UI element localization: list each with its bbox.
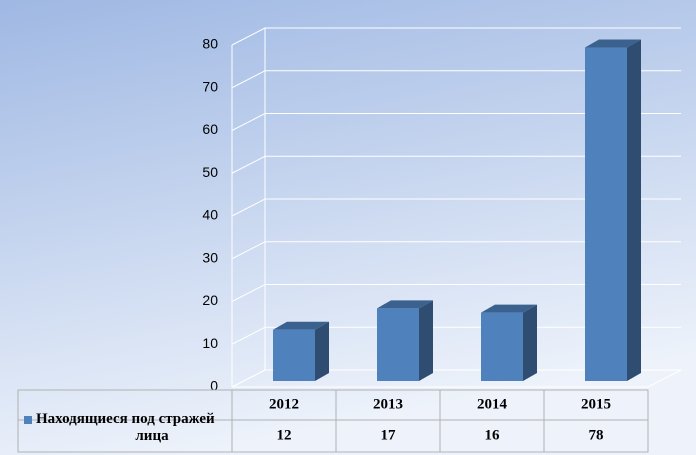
grid-line <box>231 155 681 174</box>
table-value: 12 <box>277 427 292 443</box>
bar <box>377 308 419 381</box>
y-tick-label: 60 <box>202 121 218 137</box>
bar <box>481 312 523 381</box>
grid-line <box>231 113 681 131</box>
grid-line <box>231 198 681 217</box>
table-value: 16 <box>485 427 501 443</box>
x-tick-label: 2015 <box>581 396 611 412</box>
bar <box>273 329 315 381</box>
y-tick-label: 80 <box>202 36 218 52</box>
bars <box>273 39 641 382</box>
bar-top <box>273 321 329 330</box>
legend-marker <box>24 416 32 424</box>
bar-side <box>523 304 537 381</box>
bar-side <box>315 321 329 381</box>
y-tick-label: 10 <box>202 335 218 351</box>
bar-top <box>585 39 641 48</box>
y-tick-label: 70 <box>202 78 218 94</box>
legend-label: Находящиеся под стражей лица <box>36 411 215 444</box>
grid-line <box>231 70 681 89</box>
grid-line <box>231 241 681 260</box>
bar <box>585 47 627 382</box>
grid-line <box>231 369 681 388</box>
data-table: 2012 2013 2014 2015 Находящиеся под стражей л… <box>17 389 649 453</box>
table-border <box>17 389 649 453</box>
grid-line <box>231 326 681 345</box>
y-tick-label: 50 <box>202 164 218 180</box>
y-tick-label: 0 <box>210 378 218 394</box>
x-tick-label: 2013 <box>373 396 403 412</box>
grid-line <box>231 27 681 46</box>
grid-line <box>231 284 681 302</box>
bar-side <box>627 39 641 382</box>
x-tick-label: 2014 <box>477 396 508 412</box>
bar-top <box>377 300 433 309</box>
x-tick-label: 2012 <box>269 396 299 412</box>
y-tick-label: 40 <box>202 207 218 223</box>
table-value: 78 <box>589 427 604 443</box>
y-tick-label: 30 <box>202 249 218 265</box>
plot-area: 0 10 20 30 40 50 60 70 80 <box>202 27 682 394</box>
bar-top <box>481 304 537 313</box>
bar-side <box>419 300 433 381</box>
table-value: 17 <box>381 427 397 443</box>
y-tick-label: 20 <box>202 292 218 308</box>
